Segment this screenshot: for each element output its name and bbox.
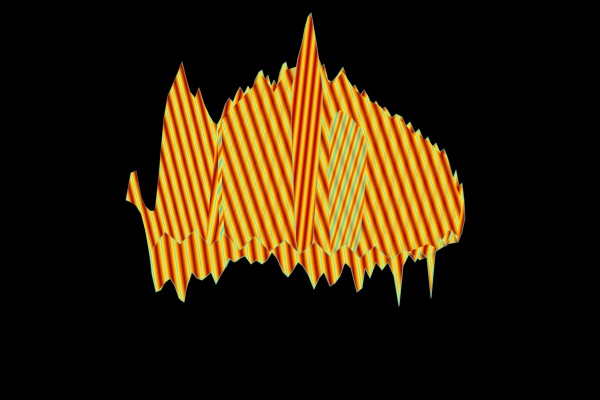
surface-layers <box>125 12 466 307</box>
surface-valley-sheen-right <box>328 110 368 276</box>
surface-foreground-fringe <box>149 229 459 307</box>
surface-center-spire <box>290 12 324 277</box>
